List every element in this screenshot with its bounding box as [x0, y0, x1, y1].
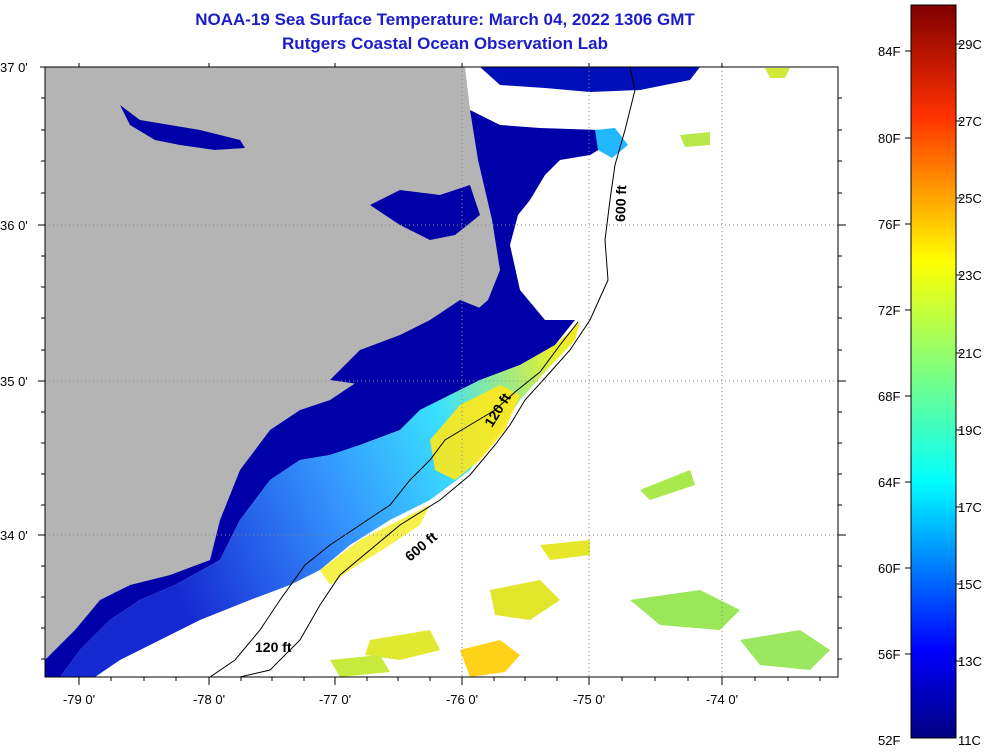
colorbar-c-11: 11C — [958, 733, 981, 748]
map-subtitle: Rutgers Coastal Ocean Observation Lab — [282, 34, 608, 53]
lon-label-76: -76 0' — [445, 692, 479, 707]
colorbar-f-56: 56F — [878, 647, 901, 662]
colorbar-c-27: 27C — [958, 114, 982, 129]
cold-coastal-water — [45, 110, 615, 677]
warm-patch-4 — [740, 630, 830, 670]
lat-lon-grid — [45, 67, 838, 677]
warm-patch-1 — [460, 640, 520, 677]
land — [45, 67, 500, 677]
colorbar-c-29: 29C — [958, 37, 982, 52]
map-title: NOAA-19 Sea Surface Temperature: March 0… — [195, 10, 695, 29]
lat-label-35: 35 0' — [0, 374, 28, 389]
colorbar-c-15: 15C — [958, 577, 982, 592]
lon-label-79: -79 0' — [62, 692, 96, 707]
colorbar-c-17: 17C — [958, 500, 982, 515]
shelf-sst-plume — [60, 322, 580, 677]
colorbar-c-23: 23C — [958, 268, 982, 283]
lon-label-78: -78 0' — [192, 692, 226, 707]
colorbar-c-13: 13C — [958, 654, 982, 669]
warm-patch-2 — [490, 580, 560, 620]
colorbar-f-80: 80F — [878, 131, 901, 146]
bottom-ticks — [78, 677, 821, 685]
cold-sound-water — [330, 300, 485, 385]
lon-label-74: -74 0' — [705, 692, 739, 707]
warm-patch-3 — [630, 590, 740, 630]
map-frame — [44, 66, 839, 678]
top-ticks — [78, 63, 723, 67]
cold-bay — [120, 105, 245, 150]
colorbar-f-68: 68F — [878, 389, 901, 404]
warm-patch-8 — [330, 655, 390, 677]
lat-label-37: 37 0' — [0, 60, 28, 75]
lat-label-34: 34 0' — [0, 528, 28, 543]
contour-label-120-bottom: 120 ft — [255, 639, 292, 655]
warm-patch-9 — [680, 132, 710, 147]
right-ticks — [838, 97, 846, 660]
warm-shelf-south — [320, 505, 430, 585]
warm-patch-5 — [540, 540, 590, 560]
warm-patch-7 — [365, 630, 440, 660]
lat-label-36: 36 0' — [0, 218, 28, 233]
cold-inland-water — [370, 185, 480, 240]
colorbar-f-76: 76F — [878, 217, 901, 232]
left-ticks — [38, 66, 45, 660]
colorbar-ticks — [905, 43, 962, 662]
warm-patch-6 — [640, 470, 695, 500]
colorbar-c-19: 19C — [958, 423, 982, 438]
contour-120ft — [209, 321, 579, 677]
cool-patch-gulf — [595, 128, 628, 158]
contour-600ft — [239, 67, 636, 677]
colorbar-f-84: 84F — [878, 44, 901, 59]
colorbar-f-60: 60F — [878, 561, 901, 576]
colorbar-f-52: 52F — [878, 733, 901, 748]
colorbar-c-21: 21C — [958, 346, 982, 361]
warm-shelf-core — [430, 385, 520, 480]
warm-patch-10 — [765, 68, 790, 78]
lon-label-77: -77 0' — [318, 692, 352, 707]
colorbar — [910, 4, 957, 739]
colorbar-c-25: 25C — [958, 191, 982, 206]
cold-offshore-top — [480, 67, 700, 92]
lon-label-75: -75 0' — [572, 692, 606, 707]
contour-label-600-top: 600 ft — [612, 185, 629, 222]
colorbar-f-64: 64F — [878, 475, 901, 490]
colorbar-f-72: 72F — [878, 303, 901, 318]
